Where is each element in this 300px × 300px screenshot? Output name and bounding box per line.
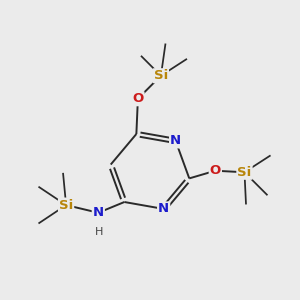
Text: O: O <box>132 92 143 105</box>
Text: N: N <box>170 134 181 147</box>
Text: Si: Si <box>154 69 168 82</box>
Text: N: N <box>158 202 169 215</box>
Text: O: O <box>210 164 221 177</box>
Text: N: N <box>93 206 104 219</box>
Text: H: H <box>95 227 103 237</box>
Text: Si: Si <box>59 199 73 212</box>
Text: Si: Si <box>237 166 252 179</box>
